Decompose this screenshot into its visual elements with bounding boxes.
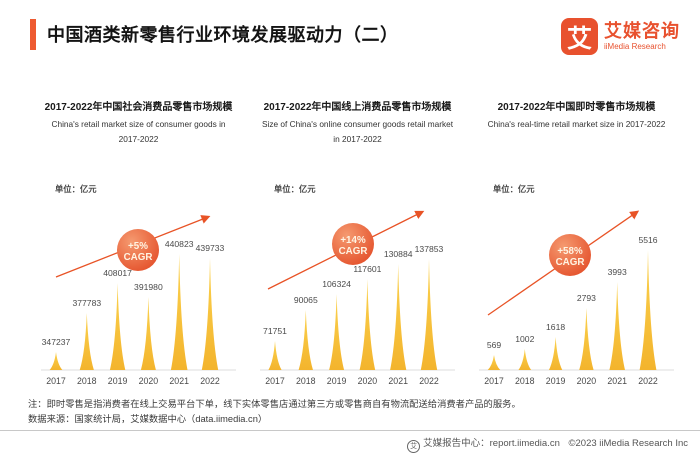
bar-spike <box>609 282 625 370</box>
chart-subtitle-line: in 2017-2022 <box>333 133 382 144</box>
value-label: 1002 <box>515 334 534 344</box>
bar-spike <box>329 294 345 370</box>
svg-text:+14%: +14% <box>340 235 366 246</box>
year-label: 2021 <box>169 376 189 386</box>
value-label: 5516 <box>638 235 657 245</box>
value-label: 106324 <box>322 279 351 289</box>
page-title: 中国酒类新零售行业环境发展驱动力（二） <box>47 25 399 45</box>
value-label: 137853 <box>415 244 444 254</box>
svg-text:CAGR: CAGR <box>556 257 585 268</box>
year-label: 2017 <box>46 376 66 386</box>
bar-spike <box>201 258 219 370</box>
unit-label: 单位：亿元 <box>493 184 535 194</box>
year-label: 2022 <box>200 376 220 386</box>
value-label: 408017 <box>103 268 132 278</box>
bar-spike <box>579 308 594 370</box>
svg-text:+5%: +5% <box>128 241 148 252</box>
note-line: 注：即时零售是指消费者在线上交易平台下单，线下实体零售店通过第三方或零售商自有物… <box>28 399 521 409</box>
bar-spike <box>170 254 188 370</box>
bar-spike <box>109 283 126 370</box>
accent-bar <box>30 19 36 50</box>
bar-spike <box>518 349 532 370</box>
report-center-url: 艾媒报告中心：report.iimedia.cn <box>423 437 560 449</box>
charts-row: 2017-2022年中国社会消费品零售市场规模 China's retail m… <box>0 97 700 396</box>
footer: 艾艾媒报告中心：report.iimedia.cn ©2023 iiMedia … <box>0 429 700 453</box>
chart-title: 2017-2022年中国线上消费品零售市场规模 <box>263 102 452 113</box>
year-label: 2017 <box>265 376 285 386</box>
report-center-icon: 艾 <box>407 439 421 453</box>
year-label: 2019 <box>108 376 128 386</box>
value-label: 71751 <box>263 326 287 336</box>
value-label: 130884 <box>384 249 413 259</box>
chart-subtitle-line: China's retail market size of consumer g… <box>51 119 226 129</box>
unit-label: 单位：亿元 <box>55 184 97 194</box>
bar-spike <box>390 264 407 370</box>
cagr-badge: +58% CAGR <box>549 234 591 276</box>
iimedia-logo-icon: 艾 <box>561 18 598 55</box>
value-label: 347237 <box>42 337 71 347</box>
chart-panel-realtime-retail: 2017-2022年中国即时零售市场规模 China's real-time r… <box>471 97 682 396</box>
chart-subtitle-line: China's real-time retail market size in … <box>487 119 666 129</box>
year-label: 2019 <box>546 376 566 386</box>
bar-spike <box>420 259 438 370</box>
year-label: 2020 <box>577 376 597 386</box>
year-label: 2018 <box>296 376 316 386</box>
header: 中国酒类新零售行业环境发展驱动力（二） 艾 艾媒咨询 iiMedia Resea… <box>0 0 700 55</box>
iimedia-logo: 艾 艾媒咨询 iiMedia Research <box>561 18 680 55</box>
year-label: 2017 <box>484 376 504 386</box>
svg-text:+58%: +58% <box>557 246 583 257</box>
value-label: 377783 <box>72 298 101 308</box>
year-label: 2018 <box>77 376 97 386</box>
bar-spike <box>140 297 156 370</box>
value-label: 90065 <box>294 295 318 305</box>
svg-text:CAGR: CAGR <box>124 252 153 263</box>
bar-chart-realtime-retail: +58% CAGR 569 1002 1618 2793 3993 5516 2017 201… <box>479 210 674 386</box>
value-label: 1618 <box>546 322 565 332</box>
year-label: 2022 <box>638 376 658 386</box>
cagr-badge: +5% CAGR <box>117 229 159 271</box>
year-label: 2020 <box>139 376 159 386</box>
value-label: 440823 <box>165 239 194 249</box>
year-label: 2019 <box>327 376 347 386</box>
chart-panel-online-retail: 2017-2022年中国线上消费品零售市场规模 Size of China's … <box>252 97 463 396</box>
cagr-badge: +14% CAGR <box>332 223 374 265</box>
source-line: 数据来源：国家统计局，艾媒数据中心（data.iimedia.cn） <box>28 413 268 424</box>
svg-text:CAGR: CAGR <box>339 246 368 257</box>
bar-spike <box>298 310 313 370</box>
chart-panel-social-retail: 2017-2022年中国社会消费品零售市场规模 China's retail m… <box>33 97 244 396</box>
year-label: 2022 <box>419 376 439 386</box>
year-label: 2018 <box>515 376 535 386</box>
bar-spike <box>639 250 657 370</box>
chart-subtitle-line: 2017-2022 <box>118 133 159 144</box>
year-label: 2020 <box>358 376 378 386</box>
chart-title: 2017-2022年中国社会消费品零售市场规模 <box>44 102 233 113</box>
value-label: 569 <box>487 340 502 350</box>
bar-spike <box>359 279 376 370</box>
copyright-text: ©2023 iiMedia Research Inc <box>568 437 688 449</box>
value-label: 391980 <box>134 282 163 292</box>
bar-spike <box>268 341 282 370</box>
year-label: 2021 <box>607 376 627 386</box>
notes: 注：即时零售是指消费者在线上交易平台下单，线下实体零售店通过第三方或零售商自有物… <box>28 398 680 427</box>
bar-spike <box>487 355 501 370</box>
year-label: 2021 <box>388 376 408 386</box>
logo-name: 艾媒咨询 <box>604 21 680 41</box>
logo-subtitle: iiMedia Research <box>604 42 666 51</box>
unit-label: 单位：亿元 <box>274 184 316 194</box>
value-label: 3993 <box>608 267 627 277</box>
bar-spike <box>79 313 94 370</box>
chart-title: 2017-2022年中国即时零售市场规模 <box>497 102 656 113</box>
bar-spike <box>548 337 563 370</box>
chart-subtitle-line: Size of China's online consumer goods re… <box>261 119 454 129</box>
bar-spike <box>49 352 63 370</box>
value-label: 117601 <box>353 264 381 274</box>
value-label: 2793 <box>577 293 596 303</box>
value-label: 439733 <box>196 243 225 253</box>
